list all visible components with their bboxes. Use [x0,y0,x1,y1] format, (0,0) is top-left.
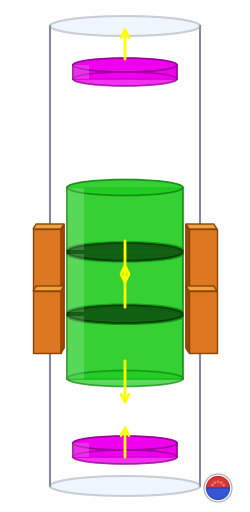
Bar [67,187,183,250]
Bar [73,443,177,457]
Polygon shape [61,224,64,291]
Circle shape [220,481,223,484]
Ellipse shape [67,371,183,387]
Ellipse shape [73,450,177,464]
Bar [73,443,88,457]
Polygon shape [186,286,217,291]
Circle shape [211,484,214,486]
Bar [67,316,84,378]
Circle shape [222,484,225,486]
Polygon shape [33,286,64,291]
Ellipse shape [50,476,200,496]
Bar [33,291,61,353]
Ellipse shape [67,308,183,324]
Ellipse shape [67,180,183,196]
Ellipse shape [67,305,183,323]
Ellipse shape [67,242,183,258]
Polygon shape [186,224,189,291]
Bar [73,65,177,79]
Bar [73,65,88,79]
Bar [33,229,61,291]
Bar [67,316,183,378]
Ellipse shape [67,246,183,262]
Bar [67,187,84,250]
Bar [67,254,84,312]
Circle shape [216,480,220,483]
Circle shape [213,481,216,484]
Polygon shape [33,224,64,229]
Ellipse shape [73,58,177,72]
Bar [189,291,217,353]
Ellipse shape [73,72,177,86]
Polygon shape [61,286,64,353]
Ellipse shape [73,436,177,450]
Ellipse shape [67,243,183,261]
Polygon shape [186,224,217,229]
Ellipse shape [67,304,183,320]
Circle shape [204,474,232,502]
Bar [189,229,217,291]
Ellipse shape [50,16,200,36]
Polygon shape [186,286,189,353]
Polygon shape [206,477,230,488]
Polygon shape [206,488,230,500]
Bar [67,254,183,312]
